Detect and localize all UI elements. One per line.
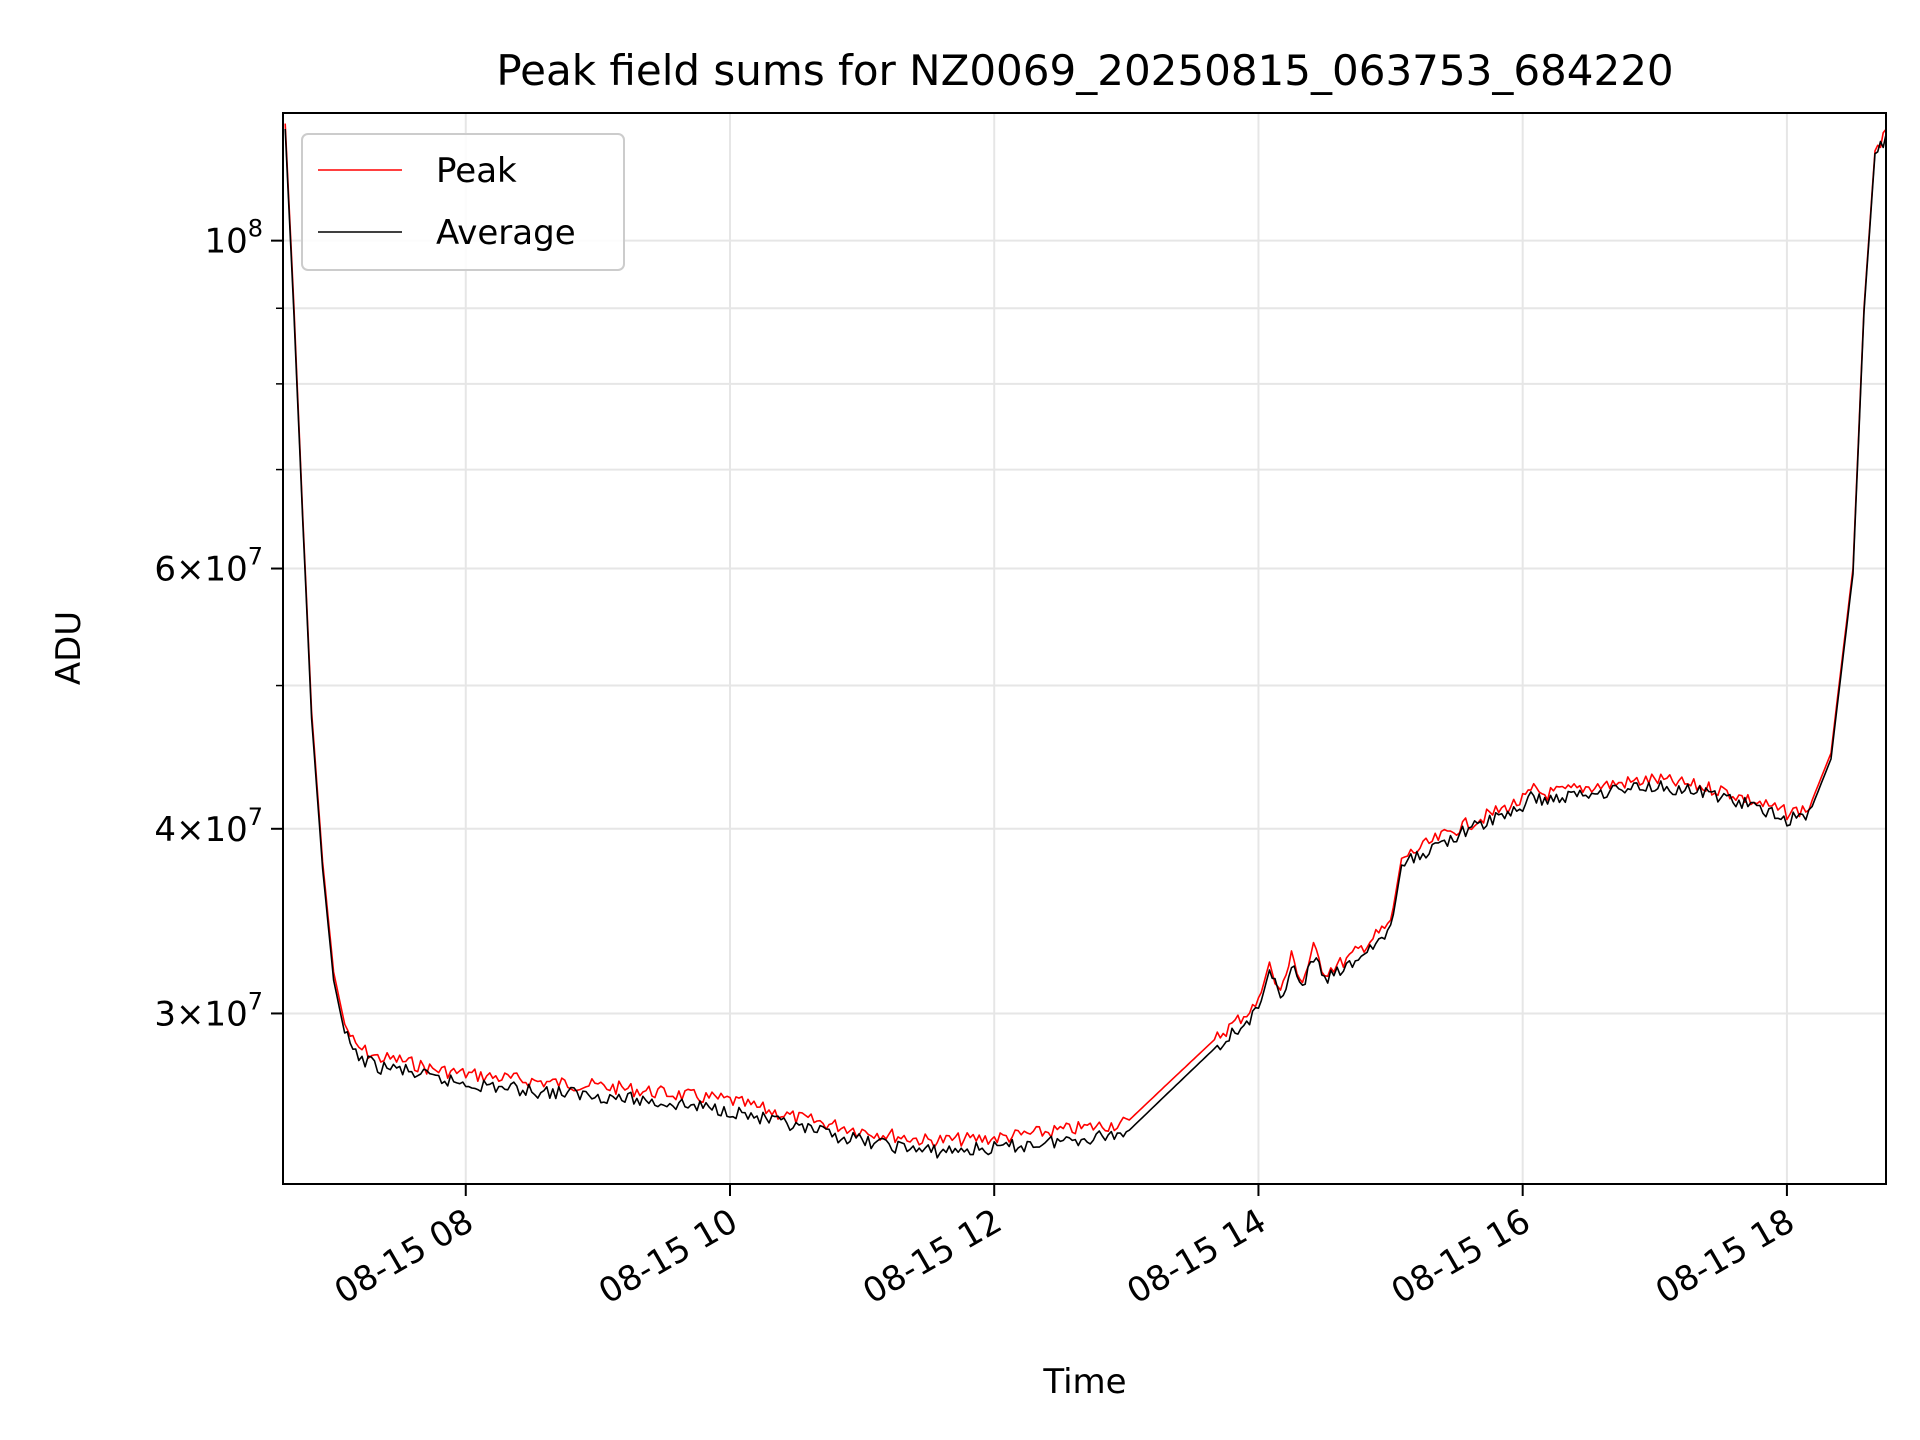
y-axis-label: ADU <box>49 611 89 685</box>
y-tick-label: 6×107 <box>154 543 263 590</box>
series-line-peak <box>284 123 1887 1149</box>
gridlines <box>283 113 1886 1184</box>
y-axis: 3×107 4×107 6×107 108 <box>154 215 283 1034</box>
x-axis-label: Time <box>1042 1362 1126 1402</box>
series-line-average <box>284 128 1887 1159</box>
legend-label-peak: Peak <box>436 151 517 191</box>
y-tick-label: 4×107 <box>154 803 263 850</box>
legend-label-average: Average <box>436 213 576 253</box>
chart-title: Peak field sums for NZ0069_20250815_0637… <box>496 46 1673 95</box>
legend-box <box>301 133 625 271</box>
y-tick-label: 3×107 <box>154 987 263 1034</box>
series-layer <box>284 123 1887 1159</box>
plot-frame <box>282 112 1887 1185</box>
legend: Peak Average <box>301 133 625 271</box>
y-tick-label: 108 <box>204 215 263 262</box>
